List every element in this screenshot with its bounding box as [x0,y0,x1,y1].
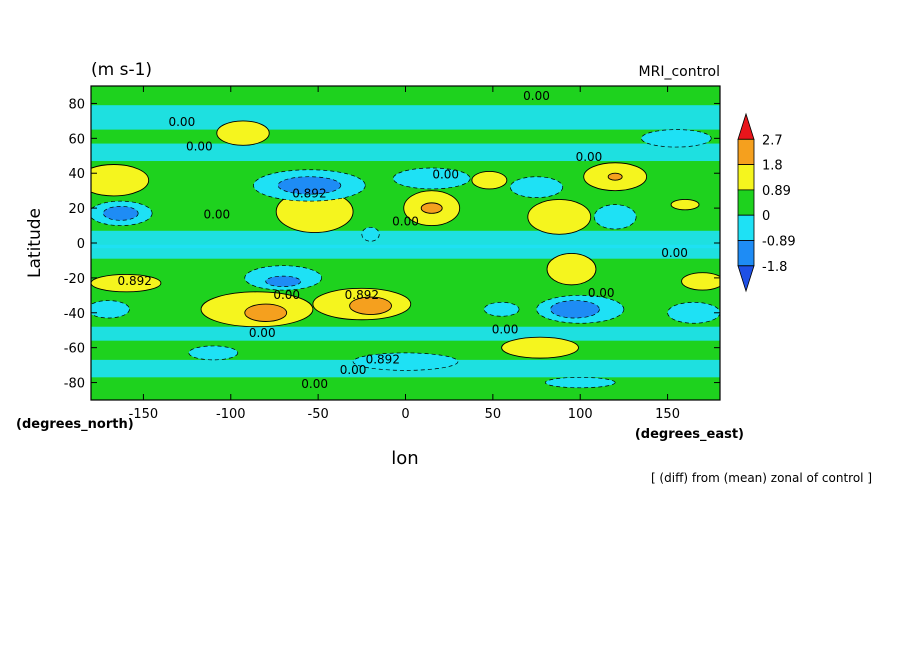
colorbar-label: 1.8 [762,159,783,174]
cyan-band [91,105,720,130]
negative-anomaly-region [277,176,342,195]
y-tick-label: -60 [64,342,85,357]
colorbar-segment [737,164,755,191]
contour-label: 0.00 [392,215,419,229]
chart-title-model: MRI_control [639,64,720,80]
cyan-band [91,143,720,162]
positive-anomaly-region [91,273,162,293]
colorbar-label: 2.7 [762,133,783,148]
contour-label: 0.00 [588,286,615,300]
y-tick-label: 20 [68,202,85,217]
contour-label: 0.00 [432,167,459,181]
contour-label: 0.00 [301,377,328,391]
y-axis: 80 60 40 20 0 -20 -40 -60 -80 [64,97,720,392]
negative-anomaly-region [667,301,720,324]
x-tick-label: 100 [568,407,593,422]
footnote: [ (diff) from (mean) zonal of control ] [651,471,872,485]
positive-anomaly-region [527,198,592,235]
y-tick-label: 60 [68,132,85,147]
x-tick-label: 150 [655,407,680,422]
y-tick-label: -80 [64,377,85,392]
contour-label: 0.00 [168,115,195,129]
cyan-band [91,230,720,249]
x-tick-label: -150 [129,407,159,422]
cyan-band [91,326,720,341]
contour-label: 0.00 [492,323,519,337]
x-tick-label: 50 [485,407,502,422]
positive-anomaly-region [216,120,270,146]
contour-field [91,105,720,389]
negative-anomaly-region [188,345,239,361]
negative-anomaly-region [352,352,459,371]
negative-anomaly-region [550,300,600,319]
x-tick-label: 0 [401,407,409,422]
positive-anomaly-region [471,171,508,190]
colorbar-segment [737,189,755,216]
colorbar-segment [737,138,755,166]
colorbar-segment [737,214,755,241]
contour-label: 0.00 [661,246,688,260]
negative-anomaly-region [361,226,380,242]
y-tick-label: 40 [68,167,85,182]
x-axis-label: lon [391,448,418,469]
positive-anomaly-region [607,172,623,181]
y-axis-units: (degrees_north) [16,417,134,432]
contour-label: 0.892 [345,288,379,302]
x-axis: -150 -100 -50 0 50 100 150 [129,86,680,422]
contour-label: 0.00 [523,89,550,103]
negative-anomaly-region [392,167,471,190]
negative-anomaly-region [593,204,637,230]
positive-anomaly-region [546,253,597,286]
y-tick-label: 0 [77,237,85,252]
positive-anomaly-region [420,202,443,214]
contour-label: 0.00 [186,140,213,154]
y-tick-label: -20 [64,272,85,287]
positive-anomaly-region [349,296,392,315]
positive-anomaly-region [91,164,150,197]
colorbar-bottom-arrow [737,265,755,293]
negative-anomaly-region [102,206,139,221]
y-tick-label: 80 [68,97,85,112]
colorbar-top-arrow [737,112,755,140]
negative-anomaly-region [91,300,130,319]
y-tick-label: -40 [64,307,85,322]
chart-title-units: (m s-1) [91,60,152,80]
x-tick-label: -50 [308,407,329,422]
colorbar-segment [737,240,755,267]
positive-anomaly-region [681,272,720,291]
negative-anomaly-region [544,376,616,389]
negative-anomaly-region [483,301,520,317]
positive-anomaly-region [501,336,579,359]
contour-label: 0.892 [292,187,326,201]
negative-anomaly-region [265,275,302,287]
contour-label: 0.892 [366,352,400,366]
positive-anomaly-region [244,303,288,322]
contour-label: 0.00 [273,288,300,302]
negative-anomaly-region [641,129,712,148]
y-axis-label: Latitude [25,208,45,278]
contour-label: 0.892 [118,274,152,288]
colorbar-label: -1.8 [762,260,787,275]
contour-label: 0.00 [576,150,603,164]
negative-anomaly-region [509,176,564,198]
contour-label: 0.00 [340,363,367,377]
colorbar-label: 0.89 [762,184,791,199]
contour-label: 0.00 [249,326,276,340]
positive-anomaly-region [670,198,700,211]
colorbar: 2.7 1.8 0.89 0 -0.89 -1.8 [737,112,796,293]
x-axis-units: (degrees_east) [635,427,744,442]
colorbar-label: -0.89 [762,235,796,250]
cyan-band [91,244,720,259]
contour-label: 0.00 [203,208,230,222]
x-tick-label: -100 [216,407,246,422]
colorbar-label: 0 [762,209,770,224]
